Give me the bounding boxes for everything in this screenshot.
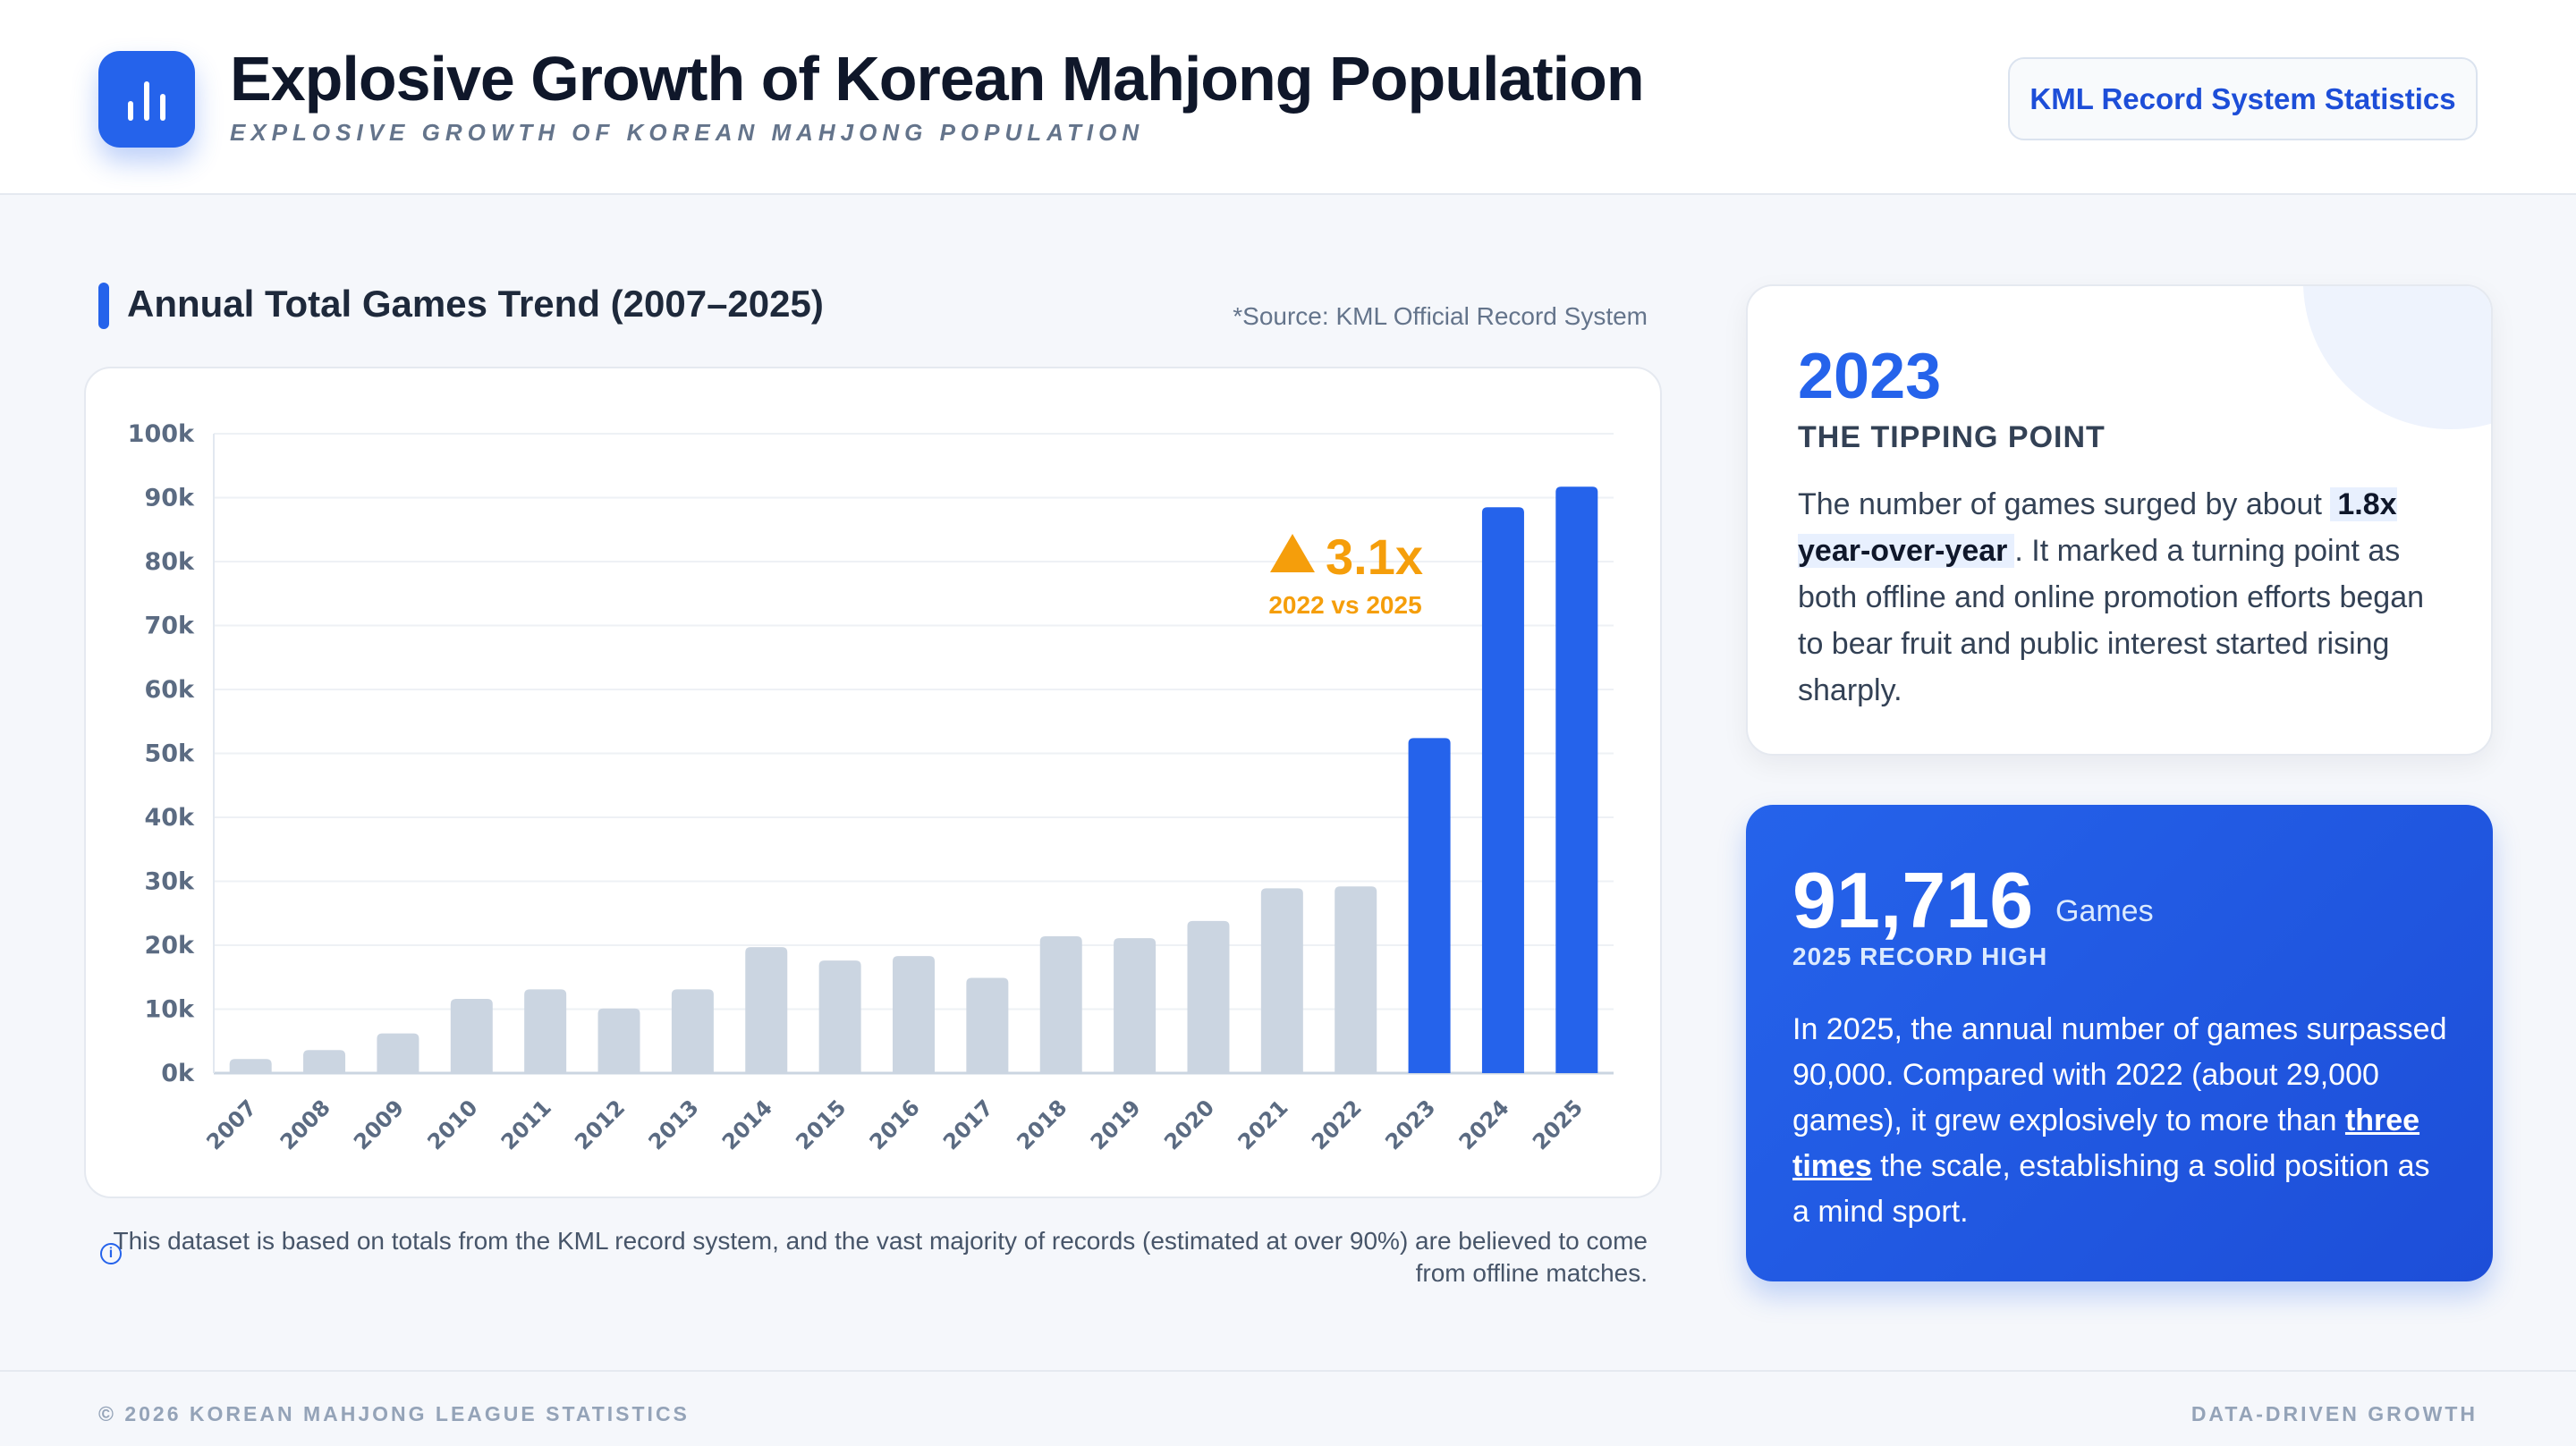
- bar-2013: [671, 989, 714, 1073]
- source-badge: KML Record System Statistics: [2008, 57, 2478, 140]
- bar-2017: [966, 977, 1009, 1073]
- annotation-value: 3.1x: [1326, 529, 1423, 585]
- x-tick-label: 2018: [1012, 1095, 1072, 1154]
- annotation-label: 2022 vs 2025: [1268, 591, 1421, 619]
- emphasis: three times: [1792, 1104, 2420, 1183]
- tipping-body: The number of games surged by about 1.8x…: [1798, 481, 2451, 714]
- y-tick-label: 70k: [144, 613, 195, 640]
- bar-2019: [1114, 938, 1157, 1073]
- bar-chart-icon: [98, 51, 195, 148]
- x-tick-label: 2011: [496, 1095, 556, 1154]
- bar-2025: [1555, 486, 1598, 1073]
- record-subtitle: 2025 RECORD HIGH: [1792, 943, 2048, 970]
- y-tick-label: 90k: [144, 485, 195, 512]
- x-tick-label: 2015: [791, 1095, 851, 1154]
- x-tick-label: 2010: [423, 1095, 483, 1154]
- up-triangle-icon: [1270, 534, 1315, 572]
- decorative-circle: [2303, 286, 2491, 429]
- y-tick-label: 10k: [144, 996, 195, 1024]
- bar-2022: [1335, 886, 1377, 1073]
- y-tick-label: 40k: [144, 804, 195, 832]
- header: Explosive Growth of Korean Mahjong Popul…: [0, 0, 2576, 195]
- bar-2010: [450, 999, 493, 1073]
- bar-2007: [229, 1059, 272, 1073]
- dataset-note: i This dataset is based on totals from t…: [98, 1225, 1648, 1290]
- bar-2014: [745, 947, 788, 1073]
- bar-2024: [1481, 507, 1524, 1073]
- x-tick-label: 2012: [570, 1095, 630, 1154]
- footer-tagline: DATA-DRIVEN GROWTH: [2190, 1402, 2478, 1425]
- x-tick-label: 2025: [1528, 1095, 1588, 1154]
- y-tick-label: 30k: [144, 868, 195, 896]
- y-tick-label: 20k: [144, 932, 195, 960]
- bar-2008: [303, 1050, 346, 1073]
- body-text: . It marked a turning point as both offl…: [1798, 534, 2425, 707]
- bar-2021: [1260, 888, 1303, 1073]
- footer: © 2026 KOREAN MAHJONG LEAGUE STATISTICS …: [0, 1370, 2576, 1446]
- bar-2009: [377, 1033, 419, 1073]
- y-tick-label: 0k: [161, 1060, 195, 1087]
- x-tick-label: 2023: [1380, 1095, 1440, 1154]
- y-tick-label: 60k: [144, 676, 195, 704]
- x-tick-label: 2007: [201, 1095, 261, 1154]
- y-tick-label: 50k: [144, 740, 195, 768]
- x-tick-label: 2008: [275, 1095, 335, 1154]
- body-text: In 2025, the annual number of games surp…: [1792, 1012, 2447, 1137]
- bar-2023: [1408, 738, 1451, 1073]
- footer-copyright: © 2026 KOREAN MAHJONG LEAGUE STATISTICS: [98, 1402, 690, 1425]
- x-tick-label: 2021: [1233, 1095, 1293, 1154]
- record-high-card: 91,716 Games 2025 RECORD HIGH In 2025, t…: [1746, 805, 2493, 1281]
- x-tick-label: 2020: [1159, 1095, 1219, 1154]
- tipping-subtitle: THE TIPPING POINT: [1798, 420, 2106, 454]
- dataset-note-text: This dataset is based on totals from the…: [113, 1227, 1648, 1287]
- y-tick-label: 100k: [128, 420, 195, 448]
- bar-2012: [597, 1008, 640, 1073]
- x-tick-label: 2013: [644, 1095, 704, 1154]
- tipping-point-card: 2023 THE TIPPING POINT The number of gam…: [1746, 284, 2493, 756]
- x-tick-label: 2019: [1086, 1095, 1146, 1154]
- x-tick-label: 2022: [1307, 1095, 1367, 1154]
- x-tick-label: 2024: [1454, 1095, 1514, 1154]
- info-icon: i: [100, 1243, 122, 1264]
- page-subtitle: EXPLOSIVE GROWTH OF KOREAN MAHJONG POPUL…: [230, 119, 1145, 146]
- source-note: *Source: KML Official Record System: [1233, 302, 1648, 330]
- x-tick-label: 2016: [865, 1095, 925, 1154]
- bar-2018: [1039, 935, 1082, 1073]
- record-unit: Games: [2055, 894, 2154, 928]
- bar-2015: [818, 960, 861, 1073]
- y-tick-label: 80k: [144, 548, 195, 576]
- x-tick-label: 2017: [938, 1095, 998, 1154]
- body-text: The number of games surged by about: [1798, 487, 2322, 521]
- body-text: the scale, establishing a solid position…: [1792, 1149, 2430, 1229]
- x-tick-label: 2014: [717, 1095, 777, 1154]
- chart-section-title: Annual Total Games Trend (2007–2025): [98, 283, 824, 329]
- page-title: Explosive Growth of Korean Mahjong Popul…: [230, 44, 1645, 114]
- record-number: 91,716: [1792, 856, 2034, 944]
- tipping-year: 2023: [1798, 341, 1942, 412]
- bar-2020: [1187, 920, 1230, 1073]
- x-tick-label: 2009: [349, 1095, 409, 1154]
- chart-card: [84, 367, 1662, 1198]
- bar-2011: [524, 989, 567, 1073]
- bar-2016: [893, 956, 935, 1073]
- record-body: In 2025, the annual number of games surp…: [1792, 1007, 2454, 1235]
